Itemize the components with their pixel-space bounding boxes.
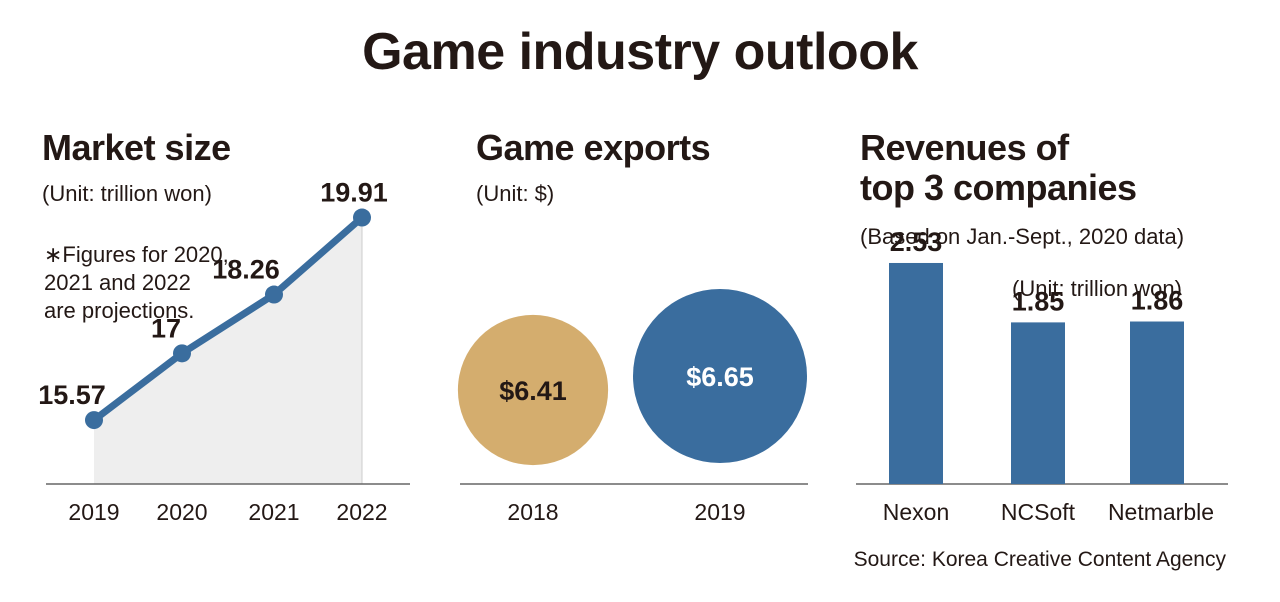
game-exports-tick-label: 2018 xyxy=(507,499,558,525)
revenues-tick-label: NCSoft xyxy=(1001,499,1076,525)
projection-note-line: 2021 and 2022 xyxy=(44,270,191,295)
market-size-point xyxy=(353,208,371,227)
revenues-value-label: 1.85 xyxy=(1012,286,1065,316)
market-size-tick-label: 2021 xyxy=(248,499,299,525)
market-size-unit: (Unit: trillion won) xyxy=(42,181,212,206)
revenues-title-line: top 3 companies xyxy=(860,167,1137,208)
market-size-value-label: 19.91 xyxy=(320,178,388,208)
revenues-title: Revenues of top 3 companies xyxy=(860,128,1137,208)
main-title: Game industry outlook xyxy=(362,23,918,81)
game-exports-bubble xyxy=(633,289,807,463)
source-note: Source: Korea Creative Content Agency xyxy=(853,548,1226,571)
revenues-bar xyxy=(889,262,943,484)
game-exports-value-label: $6.41 xyxy=(499,376,567,406)
market-size-title: Market size xyxy=(42,127,231,168)
market-size-tick-label: 2019 xyxy=(68,499,119,525)
market-size-tick-label: 2020 xyxy=(156,499,207,525)
market-size-line xyxy=(90,214,366,424)
projection-note-line: ∗Figures for 2020, xyxy=(44,242,229,267)
market-size-point xyxy=(265,285,283,304)
market-size-value-label: 18.26 xyxy=(212,255,280,285)
projection-note: ∗Figures for 2020, 2021 and 2022 are pro… xyxy=(44,241,229,325)
market-size-area xyxy=(94,217,362,485)
game-exports-tick-label: 2019 xyxy=(694,499,745,525)
market-size-value-label: 15.57 xyxy=(38,380,106,410)
game-exports-value-label: $6.65 xyxy=(686,362,754,392)
projection-note-line: are projections. xyxy=(44,298,195,323)
market-size-value-label: 17 xyxy=(151,313,181,343)
revenues-value-label: 1.86 xyxy=(1131,286,1184,316)
game-exports-bubble xyxy=(457,314,609,466)
revenues-unit: (Unit: trillion won) xyxy=(1012,276,1182,301)
game-exports-title: Game exports xyxy=(476,127,711,168)
revenues-tick-label: Netmarble xyxy=(1108,499,1214,525)
game-exports-unit: (Unit: $) xyxy=(476,181,555,206)
market-size-tick-label: 2022 xyxy=(336,499,387,525)
revenues-bar xyxy=(1130,321,1184,484)
revenues-value-label: 2.53 xyxy=(890,227,943,257)
market-size-point xyxy=(173,344,191,363)
revenues-bar xyxy=(1011,322,1065,484)
revenues-subtitle: (Based on Jan.-Sept., 2020 data) xyxy=(860,224,1185,249)
market-size-point xyxy=(85,411,103,430)
revenues-title-line: Revenues of xyxy=(860,127,1069,168)
revenues-tick-label: Nexon xyxy=(883,499,949,525)
